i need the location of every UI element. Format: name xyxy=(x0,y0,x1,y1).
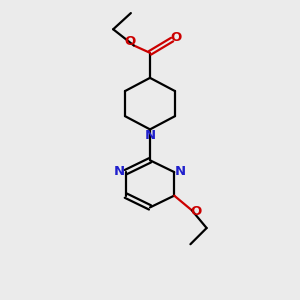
Text: N: N xyxy=(114,165,125,178)
Text: O: O xyxy=(124,35,135,48)
Text: N: N xyxy=(175,165,186,178)
Text: O: O xyxy=(171,31,182,44)
Text: O: O xyxy=(190,205,201,218)
Text: N: N xyxy=(144,129,156,142)
